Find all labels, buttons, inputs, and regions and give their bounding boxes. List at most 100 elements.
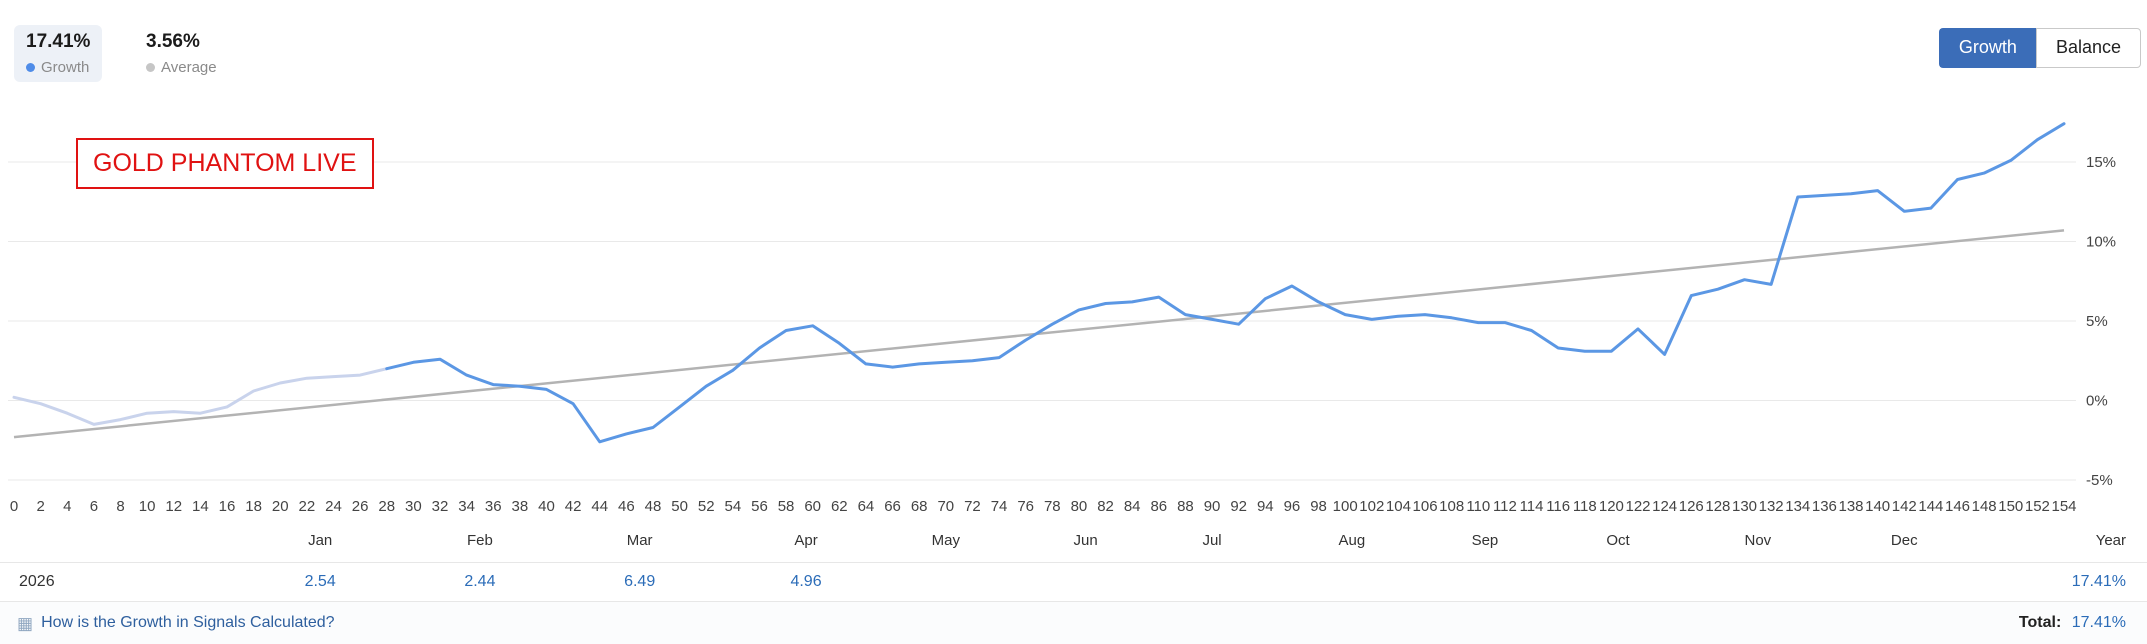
growth-calculation-icon: ▦ xyxy=(17,613,34,633)
x-axis-label: 124 xyxy=(1652,498,1677,515)
x-axis-label: 122 xyxy=(1626,498,1651,515)
x-axis-label: 154 xyxy=(2051,498,2076,515)
x-axis-label: 82 xyxy=(1097,498,1114,515)
x-axis-label: 46 xyxy=(618,498,635,515)
average-series-dot-icon xyxy=(146,62,155,72)
monthly-growth-value: 4.96 xyxy=(790,573,822,590)
x-axis-label: 78 xyxy=(1044,498,1061,515)
x-axis-label: 110 xyxy=(1466,498,1490,515)
x-axis-label: 116 xyxy=(1546,498,1570,515)
x-axis-label: 128 xyxy=(1705,498,1730,515)
x-axis-label: 98 xyxy=(1310,498,1327,515)
y-axis-label: 10% xyxy=(2086,234,2116,251)
year-total-value: 17.41% xyxy=(2071,573,2126,590)
x-axis-label: 12 xyxy=(165,498,182,515)
x-axis-label: 26 xyxy=(352,498,369,515)
x-axis-label: 136 xyxy=(1812,498,1837,515)
x-axis-label: 14 xyxy=(192,498,209,515)
x-axis-label: 52 xyxy=(698,498,715,515)
growth-stat-label-text: Growth xyxy=(41,58,90,76)
month-label: Mar xyxy=(627,532,653,549)
x-axis-label: 114 xyxy=(1520,498,1544,515)
x-axis-label: 32 xyxy=(432,498,449,515)
x-axis-label: 62 xyxy=(831,498,848,515)
x-axis-label: 118 xyxy=(1573,498,1597,515)
month-label: Jan xyxy=(308,532,332,549)
x-axis-label: 152 xyxy=(2025,498,2050,515)
x-axis-label: 130 xyxy=(1732,498,1757,515)
x-axis-label: 0 xyxy=(10,498,18,515)
x-axis-label: 84 xyxy=(1124,498,1141,515)
x-axis-label: 66 xyxy=(884,498,901,515)
y-axis-label: -5% xyxy=(2086,472,2113,489)
x-axis-label: 64 xyxy=(858,498,875,515)
x-axis-label: 22 xyxy=(299,498,316,515)
x-axis-label: 28 xyxy=(378,498,395,515)
x-axis-label: 132 xyxy=(1759,498,1784,515)
month-label: Jul xyxy=(1202,532,1221,549)
x-axis-label: 144 xyxy=(1918,498,1943,515)
monthly-growth-value: 2.54 xyxy=(304,573,336,590)
y-axis-label: 15% xyxy=(2086,154,2116,171)
view-toggle: Growth Balance xyxy=(1938,28,2141,68)
average-stat-label: Average xyxy=(146,60,217,75)
x-axis-label: 44 xyxy=(591,498,608,515)
tab-balance[interactable]: Balance xyxy=(2035,28,2141,68)
x-axis-label: 92 xyxy=(1230,498,1247,515)
x-axis-label: 76 xyxy=(1017,498,1034,515)
x-axis-label: 18 xyxy=(245,498,262,515)
x-axis-label: 96 xyxy=(1284,498,1301,515)
x-axis-label: 148 xyxy=(1972,498,1997,515)
x-axis-label: 108 xyxy=(1439,498,1464,515)
x-axis-label: 140 xyxy=(1865,498,1890,515)
x-axis-label: 58 xyxy=(778,498,795,515)
footer-left: ▦ How is the Growth in Signals Calculate… xyxy=(17,614,335,632)
growth-early-line xyxy=(12,367,389,426)
x-axis-label: 120 xyxy=(1599,498,1624,515)
x-axis-label: 16 xyxy=(219,498,236,515)
x-axis-label: 104 xyxy=(1386,498,1411,515)
growth-calculation-link[interactable]: How is the Growth in Signals Calculated? xyxy=(41,614,335,631)
x-axis-label: 126 xyxy=(1679,498,1704,515)
x-axis-label: 86 xyxy=(1150,498,1167,515)
x-axis-label: 72 xyxy=(964,498,981,515)
month-label: Apr xyxy=(794,532,817,549)
month-label: Oct xyxy=(1606,532,1630,549)
x-axis-label: 38 xyxy=(512,498,529,515)
x-axis-label: 150 xyxy=(1998,498,2023,515)
y-axis-label: 0% xyxy=(2086,393,2108,410)
year-label: 2026 xyxy=(19,573,55,590)
x-axis-label: 36 xyxy=(485,498,502,515)
yearly-table-row: 2026 17.41% 2.54 2.44 6.49 4.96 xyxy=(0,562,2147,602)
growth-chart: 15%10%5%0%-5%0 2 4 6 8 10 12 14 16 18 20 22 24 26 28 30… xyxy=(8,122,2126,549)
x-axis-label: 146 xyxy=(1945,498,1970,515)
growth-stat-label: Growth xyxy=(26,60,90,75)
x-axis-label: 68 xyxy=(911,498,928,515)
x-axis-label: 20 xyxy=(272,498,289,515)
footer: ▦ How is the Growth in Signals Calculate… xyxy=(0,602,2147,644)
x-axis-label: 60 xyxy=(804,498,821,515)
month-label: May xyxy=(932,532,961,549)
growth-line xyxy=(385,122,2066,444)
monthly-growth-value: 6.49 xyxy=(624,573,656,590)
tab-growth[interactable]: Growth xyxy=(1938,28,2036,68)
x-axis-label: 34 xyxy=(458,498,475,515)
x-axis-label: 56 xyxy=(751,498,768,515)
x-axis-label: 88 xyxy=(1177,498,1194,515)
month-label: Jun xyxy=(1073,532,1097,549)
x-axis-label: 74 xyxy=(991,498,1008,515)
growth-stat-value: 17.41% xyxy=(26,31,91,52)
x-axis-label: 106 xyxy=(1413,498,1438,515)
x-axis-label: 134 xyxy=(1785,498,1810,515)
average-stat-value: 3.56% xyxy=(146,31,200,52)
month-label: Aug xyxy=(1338,532,1365,549)
x-axis-label: 90 xyxy=(1204,498,1221,515)
x-axis-label: 6 xyxy=(90,498,98,515)
x-axis-label: 94 xyxy=(1257,498,1274,515)
x-axis-label: 102 xyxy=(1359,498,1384,515)
growth-stat: 17.41% Growth xyxy=(14,25,103,82)
x-axis-label: 10 xyxy=(139,498,156,515)
x-axis-label: 138 xyxy=(1838,498,1863,515)
x-axis-label: 112 xyxy=(1493,498,1517,515)
